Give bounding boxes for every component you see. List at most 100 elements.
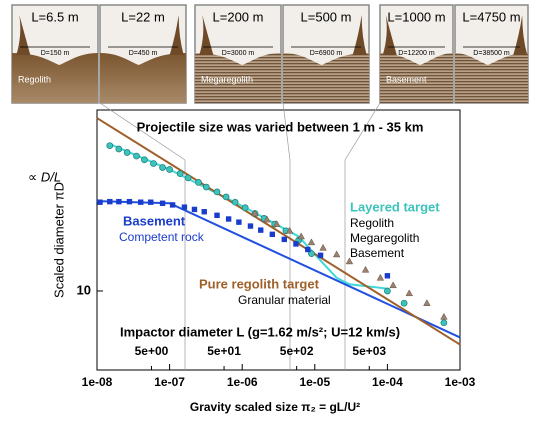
data-point <box>317 252 324 259</box>
data-point <box>345 257 354 265</box>
x-tick-label: 1e-07 <box>154 375 185 389</box>
data-point <box>231 198 239 206</box>
x-tick-label: 1e-08 <box>82 375 113 389</box>
x-label: Gravity scaled size π₂ = gL/U² <box>190 400 360 414</box>
series-note: Granular material <box>238 293 331 307</box>
data-point <box>169 202 176 208</box>
data-point <box>106 142 114 150</box>
x2-tick-label: 5e+03 <box>352 344 386 358</box>
projectile-size: L=22 m <box>121 9 165 24</box>
data-point <box>150 160 157 167</box>
data-point <box>332 250 341 258</box>
data-point <box>225 216 232 222</box>
data-point <box>166 166 173 173</box>
crater-rim <box>513 15 528 55</box>
connector <box>99 102 186 161</box>
data-point <box>423 299 431 306</box>
crater-diameter: D=450 m <box>129 50 158 57</box>
target-material <box>12 53 98 103</box>
data-point <box>263 215 271 223</box>
data-point <box>361 265 370 273</box>
data-point <box>133 152 140 160</box>
data-point <box>214 212 220 219</box>
data-point <box>126 198 133 205</box>
fit-line <box>96 117 461 346</box>
data-point <box>181 204 188 210</box>
data-point <box>201 209 207 215</box>
target-material <box>455 53 528 103</box>
plot-frame <box>96 109 461 371</box>
x2-tick-label: 5e+00 <box>135 344 169 358</box>
series-label: Pure regolith target <box>199 276 320 291</box>
y-label-top: ∝ D/L <box>28 169 61 184</box>
series-note: Regolith <box>350 216 394 230</box>
series-note: Megaregolith <box>350 231 419 245</box>
data-point <box>138 199 144 205</box>
data-point <box>222 193 230 201</box>
data-point <box>285 226 294 234</box>
data-point <box>236 219 242 225</box>
data-point <box>141 156 148 164</box>
data-point <box>159 200 166 206</box>
data-point <box>281 236 287 243</box>
data-point <box>258 227 264 233</box>
crater-rim <box>199 15 214 55</box>
material-label: Regolith <box>18 74 51 84</box>
target-material <box>380 53 453 103</box>
data-point <box>123 149 131 156</box>
projectile-size: L=200 m <box>213 9 264 24</box>
data-point <box>319 243 327 251</box>
projectile-size: L=500 m <box>301 9 352 24</box>
data-point <box>389 281 397 289</box>
crater-diameter: D=3000 m <box>222 50 255 57</box>
crater-diameter: D=38500 m <box>473 50 510 57</box>
series-note: Competent rock <box>119 230 205 244</box>
data-point <box>273 220 281 227</box>
data-point <box>107 198 113 205</box>
projectile-size: L=6.5 m <box>31 9 78 24</box>
x-tick-label: 1e-06 <box>227 375 258 389</box>
x2-label: Impactor diameter L (g=1.62 m/s²; U=12 k… <box>120 324 400 339</box>
data-point <box>116 198 122 205</box>
series-label: Layered target <box>350 199 440 214</box>
connector <box>282 102 291 161</box>
data-point <box>213 188 221 196</box>
y-label: Scaled diameter πD <box>51 182 66 298</box>
data-point <box>293 241 299 247</box>
crater-diameter: D=6900 m <box>310 50 343 57</box>
series-note: Basement <box>350 246 405 260</box>
data-point <box>159 164 166 171</box>
x2-tick-label: 5e+02 <box>280 344 314 358</box>
data-point <box>191 206 198 213</box>
data-point <box>97 199 103 205</box>
data-point <box>305 246 311 253</box>
x-tick-label: 1e-03 <box>445 375 476 389</box>
data-point <box>184 174 192 182</box>
x-tick-label: 1e-04 <box>372 375 403 389</box>
data-point <box>384 273 391 279</box>
connector <box>344 102 381 161</box>
data-point <box>384 287 391 295</box>
data-point <box>440 319 448 327</box>
x2-tick-label: 5e+01 <box>207 344 241 358</box>
data-point <box>405 289 413 297</box>
data-point <box>376 273 385 281</box>
crater-panels: L=6.5 m D=150 m Regolith L=22 m D=450 m L=200… <box>11 4 529 104</box>
data-point <box>251 209 259 217</box>
data-point <box>176 170 184 177</box>
data-point <box>307 238 316 246</box>
data-point <box>202 183 210 191</box>
crater-diameter: D=12200 m <box>398 50 435 57</box>
target-material <box>283 53 369 103</box>
data-point <box>297 232 305 240</box>
series-label: Basement <box>123 213 186 228</box>
y-tick-label: 10 <box>77 282 91 297</box>
chart-title: Projectile size was varied between 1 m -… <box>137 119 424 134</box>
data-point <box>148 199 154 205</box>
data-point <box>269 231 276 238</box>
data-point <box>247 223 254 229</box>
crater-rim <box>16 15 31 55</box>
target-material <box>195 53 281 103</box>
target-material <box>100 53 186 103</box>
